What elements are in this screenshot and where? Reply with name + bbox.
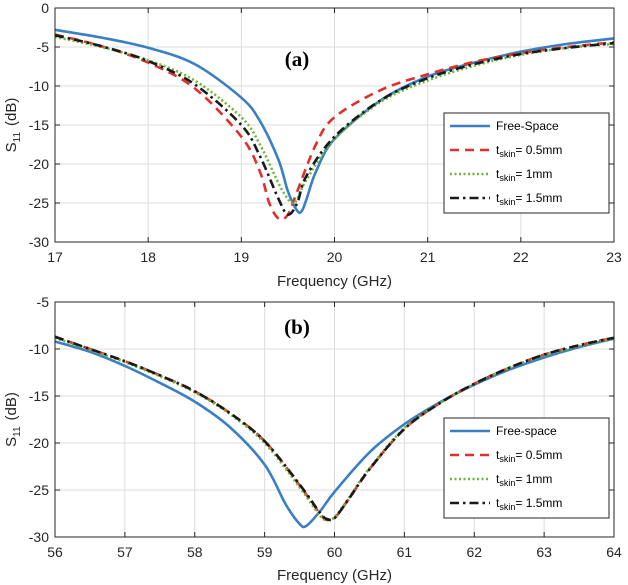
legend-label-2: tskin= 0.5mm — [496, 448, 562, 464]
legend: Free-space tskin= 0.5mm tskin= 1mm tskin= 1… — [443, 417, 610, 519]
panel-label: (b) — [284, 315, 310, 339]
x-axis-label: Frequency (GHz) — [277, 567, 392, 584]
y-tick-label: -20 — [29, 435, 49, 451]
y-tick-label: -25 — [29, 482, 49, 498]
legend-label-4: tskin= 1.5mm — [496, 496, 562, 512]
series-line-4 — [54, 335, 615, 522]
series-line-1 — [54, 28, 615, 215]
legend-box — [443, 112, 610, 214]
series-line-1 — [54, 337, 615, 529]
chart-panel-1: 17 18 19 20 21 22 23 0 -5 -10 -15 -20 -25 -30 Frequenc… — [3, 0, 622, 290]
y-tick-label: -25 — [29, 195, 49, 211]
legend-label-3: tskin= 1mm — [496, 472, 552, 488]
x-tick-label: 64 — [606, 544, 622, 560]
chart-panel-2: 56 57 58 59 60 61 62 63 64 -5 -10 -15 -20 -25 -30 Frequ… — [3, 294, 622, 584]
x-tick-label: 56 — [47, 544, 63, 560]
y-tick-label: 0 — [41, 0, 49, 16]
x-tick-label: 63 — [536, 544, 552, 560]
x-tick-label: 22 — [513, 249, 529, 265]
y-tick-label: -10 — [29, 78, 49, 94]
x-axis-label: Frequency (GHz) — [277, 273, 392, 290]
x-tick-label: 60 — [327, 544, 343, 560]
x-tick-label: 57 — [117, 544, 133, 560]
x-tick-label: 20 — [327, 249, 343, 265]
series-line-4 — [54, 34, 615, 217]
legend-label-4: tskin= 1.5mm — [496, 191, 562, 207]
series-line-3 — [54, 336, 615, 521]
x-tick-label: 62 — [466, 544, 482, 560]
y-tick-label: -15 — [29, 117, 49, 133]
y-tick-label: -15 — [29, 388, 49, 404]
y-tick-label: -5 — [37, 294, 50, 310]
legend-label-1: Free-Space — [496, 119, 559, 133]
y-tick-label: -30 — [29, 234, 49, 250]
x-tick-label: 58 — [187, 544, 203, 560]
x-tick-label: 19 — [234, 249, 250, 265]
y-axis-label: S11(dB) — [3, 98, 23, 153]
legend-box — [443, 417, 610, 519]
x-tick-label: 23 — [606, 249, 622, 265]
x-tick-label: 17 — [47, 249, 63, 265]
legend-label-1: Free-space — [496, 424, 557, 438]
y-tick-label: -10 — [29, 341, 49, 357]
legend-label-2: tskin= 0.5mm — [496, 143, 562, 159]
panel-label: (a) — [285, 47, 310, 71]
x-tick-label: 21 — [420, 249, 436, 265]
legend-label-3: tskin= 1mm — [496, 167, 552, 183]
x-tick-label: 59 — [257, 544, 273, 560]
x-tick-label: 61 — [397, 544, 413, 560]
y-tick-label: -20 — [29, 156, 49, 172]
y-tick-label: -30 — [29, 529, 49, 545]
y-axis-label: S11(dB) — [3, 392, 23, 447]
y-tick-label: -5 — [37, 39, 50, 55]
x-tick-label: 18 — [140, 249, 156, 265]
legend: Free-Space tskin= 0.5mm tskin= 1mm tskin= 1… — [443, 112, 610, 214]
